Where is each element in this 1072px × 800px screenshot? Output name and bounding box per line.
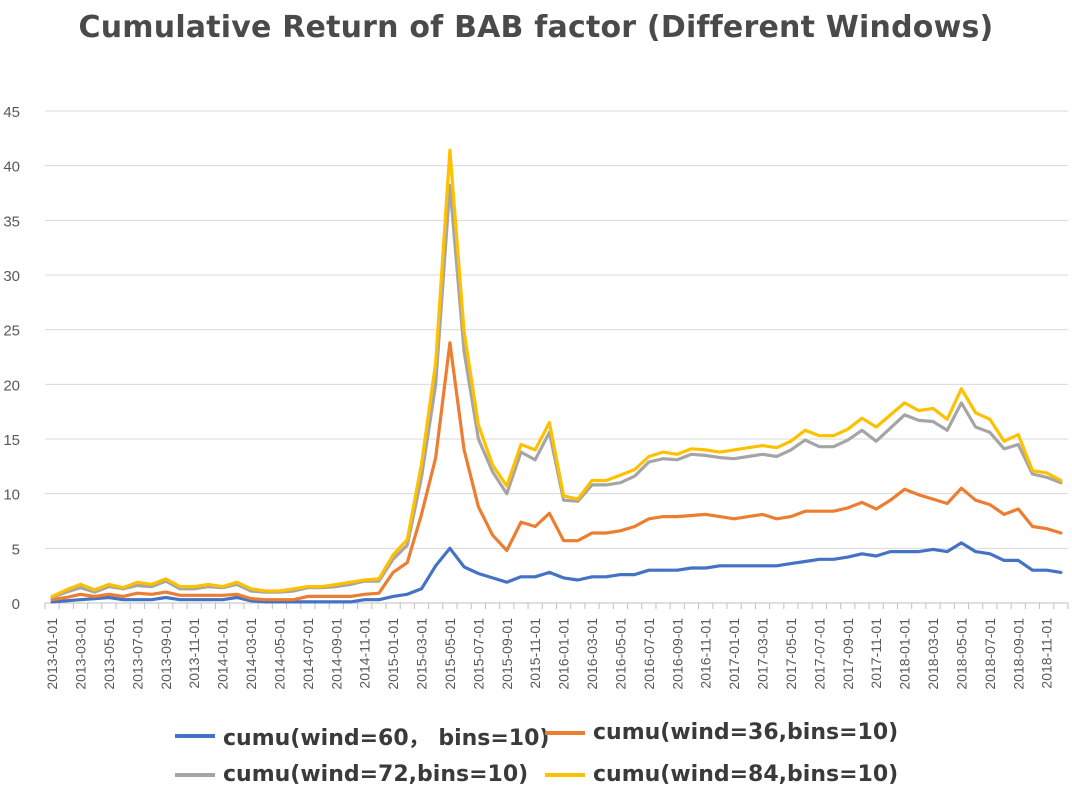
legend-item-wind-84: cumu(wind=84,bins=10) bbox=[545, 762, 898, 787]
x-tick-label: 2017-09-01 bbox=[840, 618, 856, 690]
x-tick-label: 2018-05-01 bbox=[953, 618, 969, 690]
x-tick-label: 2017-03-01 bbox=[755, 618, 771, 690]
y-tick-label: 20 bbox=[3, 377, 20, 394]
series-line-0 bbox=[50, 541, 1063, 604]
x-tick-label: 2018-09-01 bbox=[1010, 618, 1026, 690]
legend-label: cumu(wind=84,bins=10) bbox=[593, 762, 899, 787]
x-tick-label: 2016-01-01 bbox=[556, 618, 572, 690]
legend-label: cumu(wind=72,bins=10) bbox=[223, 762, 529, 787]
y-tick-label: 0 bbox=[12, 596, 20, 613]
gridlines bbox=[45, 110, 1068, 549]
x-tick-label: 2016-11-01 bbox=[698, 618, 714, 689]
x-tick-label: 2018-01-01 bbox=[897, 618, 913, 690]
x-tick-label: 2013-07-01 bbox=[129, 618, 145, 690]
y-tick-label: 5 bbox=[12, 541, 20, 558]
x-tick-label: 2015-03-01 bbox=[414, 618, 430, 690]
y-tick-label: 40 bbox=[3, 159, 20, 176]
y-tick-label: 10 bbox=[3, 487, 20, 504]
chart-title: Cumulative Return of BAB factor (Differe… bbox=[78, 10, 994, 45]
x-tick-label: 2018-03-01 bbox=[925, 618, 941, 690]
legend-item-wind-72: cumu(wind=72,bins=10) bbox=[175, 762, 528, 787]
x-tick-label: 2016-03-01 bbox=[584, 618, 600, 690]
y-tick-label: 45 bbox=[3, 104, 20, 121]
x-tick-label: 2017-11-01 bbox=[868, 618, 884, 689]
y-tick-label: 30 bbox=[3, 268, 20, 285]
x-tick-label: 2014-03-01 bbox=[243, 618, 259, 690]
x-tick-label: 2015-07-01 bbox=[470, 618, 486, 690]
legend-label: cumu(wind=60， bins=10) bbox=[223, 726, 550, 751]
x-tick-label: 2013-09-01 bbox=[158, 618, 174, 690]
y-tick-label: 15 bbox=[3, 432, 20, 449]
x-tick-label: 2014-07-01 bbox=[300, 618, 316, 690]
legend-swatch-icon bbox=[175, 734, 215, 738]
series-line-3 bbox=[50, 148, 1063, 599]
y-tick-label: 25 bbox=[3, 323, 20, 340]
x-tick-label: 2014-05-01 bbox=[271, 618, 287, 690]
x-tick-label: 2017-07-01 bbox=[811, 618, 827, 690]
x-tick-label: 2013-11-01 bbox=[186, 618, 202, 689]
x-tick-label: 2016-05-01 bbox=[612, 618, 628, 690]
legend-label: cumu(wind=36,bins=10) bbox=[593, 720, 899, 745]
axes: 0 5 10 15 20 25 30 35 40 45 2013-01-01 2013-03-01 20… bbox=[3, 104, 1069, 690]
x-tick-label: 2015-01-01 bbox=[385, 618, 401, 690]
series-lines bbox=[50, 148, 1063, 604]
legend-swatch-icon bbox=[175, 772, 215, 777]
legend-item-wind-36: cumu(wind=36,bins=10) bbox=[545, 720, 898, 745]
legend-swatch-icon bbox=[545, 730, 585, 735]
x-tick-label: 2015-11-01 bbox=[527, 618, 543, 689]
x-tick-label: 2015-05-01 bbox=[442, 618, 458, 690]
x-tick-label: 2014-11-01 bbox=[357, 618, 373, 689]
x-tick-label: 2016-09-01 bbox=[669, 618, 685, 690]
x-tick-label: 2013-01-01 bbox=[44, 618, 60, 690]
x-tick-label: 2016-07-01 bbox=[641, 618, 657, 690]
x-tick-label: 2014-09-01 bbox=[328, 618, 344, 690]
legend-item-wind-60: cumu(wind=60， bins=10) bbox=[175, 720, 549, 752]
x-tick-label: 2013-03-01 bbox=[73, 618, 89, 690]
x-tick-label: 2015-09-01 bbox=[499, 618, 515, 690]
x-tick-label: 2013-05-01 bbox=[101, 618, 117, 690]
x-tick-label: 2014-01-01 bbox=[215, 618, 231, 690]
series-line-1 bbox=[50, 341, 1063, 602]
x-tick-label: 2018-07-01 bbox=[982, 618, 998, 690]
x-tick-label: 2017-05-01 bbox=[783, 618, 799, 690]
x-tick-label: 2018-11-01 bbox=[1039, 618, 1055, 689]
legend-swatch-icon bbox=[545, 772, 585, 777]
y-tick-label: 35 bbox=[3, 213, 20, 230]
x-tick-label: 2017-01-01 bbox=[726, 618, 742, 690]
series-line-2 bbox=[50, 183, 1063, 600]
